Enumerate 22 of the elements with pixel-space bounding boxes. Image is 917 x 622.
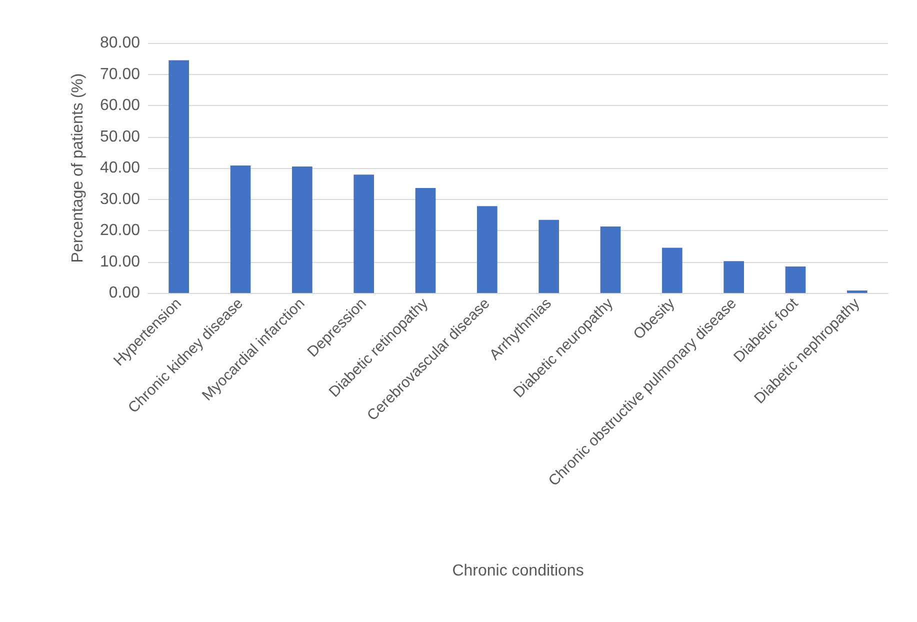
bar: [785, 266, 806, 293]
bar: [538, 220, 560, 293]
bar: [476, 206, 498, 293]
bar: [600, 226, 621, 293]
y-tick-label: 30.00: [100, 190, 140, 208]
y-tick-label: 40.00: [100, 160, 140, 176]
y-tick-label: 60.00: [100, 97, 140, 114]
y-axis-title: Percentage of patients (%): [70, 73, 86, 263]
y-tick-label: 80.00: [100, 34, 140, 52]
bar: [724, 261, 744, 293]
y-tick-label: 50.00: [100, 128, 140, 146]
bar: [354, 174, 374, 293]
y-tick-label: 20.00: [100, 222, 140, 239]
bar: [230, 166, 251, 293]
y-tick-label: 70.00: [100, 66, 140, 83]
x-axis-title: Chronic conditions: [452, 562, 584, 580]
y-tick-label: 10.00: [100, 253, 140, 270]
bar: [292, 166, 312, 293]
y-tick-label: 0.00: [108, 284, 140, 302]
bar: [168, 60, 190, 293]
bar: [415, 188, 436, 293]
bar: [662, 248, 682, 293]
